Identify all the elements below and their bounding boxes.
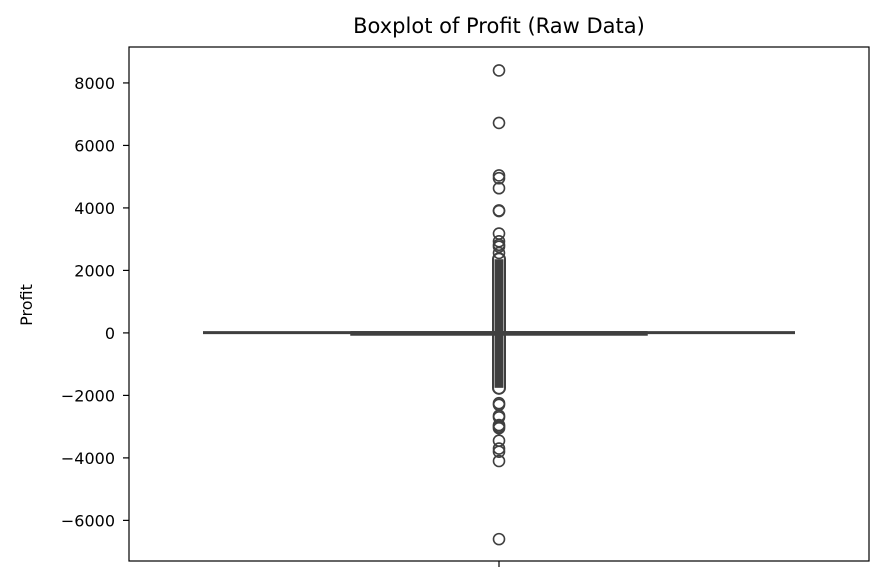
y-axis: −6000 −4000 −2000 0 2000 4000 6000 8000 [61, 74, 500, 567]
outlier-point [492, 240, 506, 253]
outlier-point [492, 116, 506, 130]
y-tick-label: 6000 [74, 136, 115, 155]
outlier-point [492, 532, 506, 546]
outlier-point [492, 442, 506, 455]
y-tick-label: 8000 [74, 74, 115, 93]
outlier-point [492, 64, 506, 77]
y-tick-label: −6000 [61, 511, 115, 530]
y-tick-label: 4000 [74, 199, 115, 218]
chart-title: Boxplot of Profit (Raw Data) [353, 14, 645, 38]
outlier-cluster-outline [492, 252, 506, 395]
outlier-point [492, 246, 506, 260]
y-tick-label: 0 [105, 324, 115, 343]
outlier-cluster-fill [494, 259, 504, 388]
outlier-point [492, 181, 506, 195]
y-tick-label: 2000 [74, 261, 115, 280]
outlier-point [492, 421, 506, 435]
outlier-point [492, 454, 506, 468]
y-axis-label: Profit [17, 284, 36, 326]
outlier-point [492, 445, 506, 458]
y-tick-label: −2000 [61, 386, 115, 405]
outlier-point [492, 204, 506, 218]
y-tick-label: −4000 [61, 449, 115, 468]
outlier-point [492, 171, 506, 185]
plot-area [203, 64, 795, 546]
